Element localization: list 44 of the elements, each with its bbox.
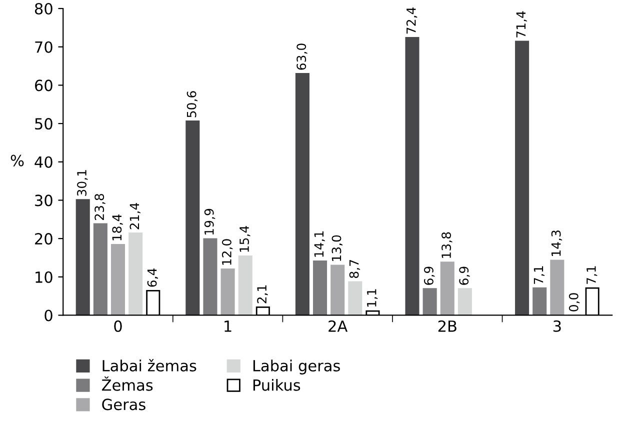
data-label: 14,1 [314,231,325,257]
data-label: 21,4 [130,202,140,230]
data-label: 6,4 [147,268,158,287]
data-label: 6,9 [459,266,470,285]
y-tick-label: 40 [34,156,52,168]
data-label: 2,1 [257,285,268,304]
y-tick-label: 70 [35,41,52,53]
legend-label: Geras [102,398,146,410]
data-label: 15,4 [240,226,250,252]
legend-label: Žemas [102,376,153,391]
data-label: 18,4 [112,214,123,240]
x-tick-label: 2A [328,320,348,332]
y-tick-label: 30 [35,194,52,206]
y-tick-label: 10 [36,271,52,283]
legend-label: Labai žemas [102,359,196,372]
y-tick-label: 60 [35,80,52,92]
data-label: 6,9 [424,266,435,285]
data-label: 30,1 [77,170,88,196]
data-label: 23,8 [94,194,106,220]
data-label: 8,7 [349,260,360,278]
y-tick-label: 0 [44,310,52,322]
y-axis-title: % [10,154,24,166]
data-label: 50,6 [186,91,198,118]
x-tick-label: 2B [438,320,456,332]
data-label: 63,0 [296,44,308,70]
data-label: 19,9 [204,208,216,235]
data-label: 0,0 [568,293,580,312]
data-label: 12,0 [222,239,233,265]
data-label: 71,4 [516,11,527,38]
x-tick-label: 3 [553,320,561,332]
x-tick-label: 1 [224,320,232,332]
data-label: 13,0 [332,235,342,261]
y-tick-label: 20 [35,233,52,245]
data-label: 1,1 [367,289,378,307]
data-label: 14,3 [551,230,562,256]
data-label: 7,1 [586,266,598,284]
data-label: 7,1 [534,266,545,284]
x-tick-label: 0 [114,320,122,332]
y-tick-label: 50 [35,118,52,130]
data-label: 13,8 [442,232,452,258]
legend-label: Puikus [253,379,300,391]
data-label: 72,4 [406,7,418,34]
legend-label: Labai geras [253,360,340,374]
y-tick-label: 80 [34,2,52,15]
